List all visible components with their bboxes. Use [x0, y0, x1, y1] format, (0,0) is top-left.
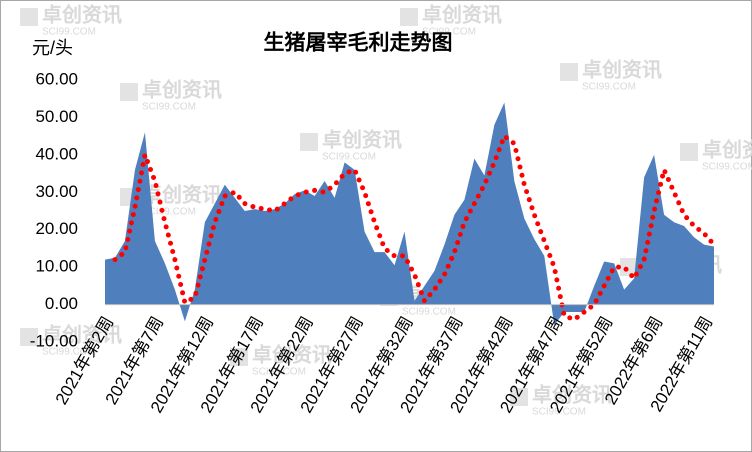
chart-title: 生猪屠宰毛利走势图 — [264, 31, 453, 55]
y-tick-label: 10.00 — [35, 257, 78, 276]
watermark-text: SCI99.COM — [42, 27, 96, 38]
watermark-text: 卓创资讯 — [422, 2, 502, 26]
watermark-text: SCI99.COM — [582, 82, 636, 93]
y-tick-label: 30.00 — [35, 182, 78, 201]
area — [105, 102, 714, 326]
watermark-text: SCI99.COM — [142, 207, 196, 218]
watermark-text: SCI99.COM — [322, 152, 376, 163]
watermark-logo — [20, 328, 38, 346]
watermark-logo — [680, 143, 698, 161]
watermark-text: 卓创资讯 — [142, 77, 222, 101]
y-tick-label: 50.00 — [35, 107, 78, 126]
watermark-text: SCI99.COM — [402, 307, 456, 318]
watermark-logo — [620, 258, 638, 276]
watermark-text: 卓创资讯 — [582, 57, 662, 81]
watermark-text: 卓创资讯 — [532, 382, 612, 406]
watermark-logo — [20, 8, 38, 26]
watermark-logo — [560, 63, 578, 81]
y-unit-label: 元/头 — [32, 38, 73, 58]
watermark-logo — [300, 133, 318, 151]
watermark-text: 卓创资讯 — [42, 2, 122, 26]
watermark-text: SCI99.COM — [532, 407, 586, 418]
watermarks: 卓创资讯SCI99.COM卓创资讯SCI99.COM卓创资讯SCI99.COM卓… — [20, 2, 752, 418]
watermark-text: SCI99.COM — [142, 102, 196, 113]
watermark-logo — [400, 8, 418, 26]
watermark-text: SCI99.COM — [422, 27, 476, 38]
watermark-text: 卓创资讯 — [252, 342, 332, 366]
y-tick-label: 60.00 — [35, 69, 78, 88]
watermark-text: 卓创资讯 — [42, 322, 122, 346]
watermark-text: SCI99.COM — [702, 162, 752, 173]
y-tick-label: -10.00 — [30, 331, 78, 350]
watermark-text: SCI99.COM — [42, 347, 96, 358]
watermark-text: SCI99.COM — [252, 367, 306, 378]
watermark-text: 卓创资讯 — [702, 137, 752, 161]
y-tick-label: 0.00 — [45, 294, 78, 313]
watermark-text: 卓创资讯 — [322, 127, 402, 151]
watermark-logo — [230, 348, 248, 366]
watermark-logo — [120, 83, 138, 101]
moving-average-line — [112, 132, 717, 323]
y-tick-label: 40.00 — [35, 144, 78, 163]
watermark-logo — [510, 388, 528, 406]
y-tick-label: 20.00 — [35, 219, 78, 238]
